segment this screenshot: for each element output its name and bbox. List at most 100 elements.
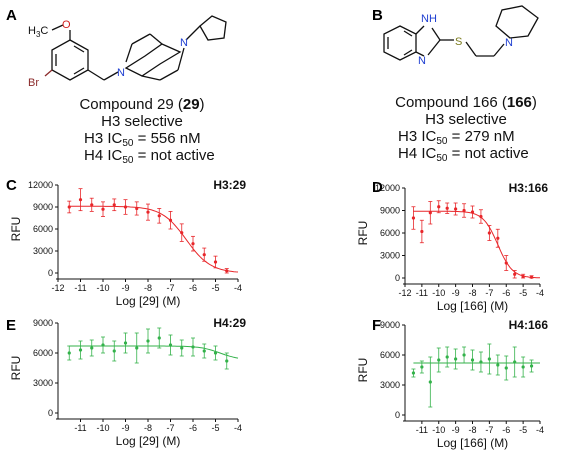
x-tick-label: -5 — [519, 425, 527, 435]
data-point — [168, 210, 173, 230]
data-point — [504, 355, 509, 381]
compound-name-a: Compound 29 (29) — [79, 96, 204, 113]
panel-label-f: F — [372, 317, 381, 334]
y-tick-label: 12000 — [28, 180, 53, 190]
data-point — [123, 332, 128, 354]
data-point — [428, 201, 433, 225]
data-point — [202, 343, 207, 359]
atom-n-piperidine: N — [505, 37, 513, 49]
data-point — [512, 346, 517, 378]
data-point — [436, 200, 441, 214]
y-tick-label: 3000 — [33, 378, 53, 388]
x-tick-label: -4 — [234, 423, 242, 433]
structure-compound-166 — [383, 5, 539, 61]
data-point — [495, 228, 500, 248]
panel-label-a: A — [6, 7, 17, 24]
data-point — [445, 346, 450, 368]
panel-label-c: C — [6, 177, 17, 194]
x-tick-label: -6 — [502, 425, 510, 435]
data-point — [202, 247, 207, 262]
y-tick-label: 9000 — [33, 318, 53, 328]
compound-name-b: Compound 166 (166) — [395, 94, 537, 111]
chart-h4-29: 0 3000 6000 9000 -11 -10 -9 -8 -7 -6 -5 -4 Log [29] … — [9, 316, 246, 448]
x-tick-label: -11 — [416, 425, 428, 435]
x-tick-label: -12 — [398, 288, 411, 298]
panel-a: A O H3C B — [6, 7, 227, 166]
x-axis-label: Log [166] (M) — [437, 436, 508, 450]
x-tick-label: -8 — [144, 423, 152, 433]
x-tick-label: -9 — [121, 283, 129, 293]
y-tick-label: 6000 — [380, 228, 400, 238]
x-tick-label: -11 — [74, 423, 86, 433]
data-point — [495, 354, 500, 376]
data-point — [436, 347, 441, 373]
data-point — [445, 202, 450, 214]
x-tick-label: -6 — [189, 283, 197, 293]
x-tick-label: -9 — [452, 288, 460, 298]
x-tick-label: -7 — [485, 288, 493, 298]
data-point — [462, 203, 467, 218]
data-point — [101, 201, 105, 217]
data-point — [521, 356, 526, 378]
selectivity-b: H3 selective — [425, 111, 507, 128]
panel-label-d: D — [372, 179, 383, 196]
fit-curve — [69, 345, 239, 359]
atom-nh: NH — [421, 13, 437, 25]
chart-title: H4:29 — [213, 316, 246, 330]
y-tick-label: 9000 — [380, 206, 400, 216]
x-tick-label: -4 — [536, 425, 544, 435]
data-point — [134, 201, 139, 216]
panel-label-b: B — [372, 7, 383, 24]
y-tick-label: 12000 — [375, 183, 400, 193]
y-axis-label: RFU — [9, 217, 23, 242]
y-tick-label: 0 — [395, 273, 400, 283]
x-tick-label: -10 — [432, 288, 445, 298]
y-axis-label: RFU — [356, 221, 370, 246]
fit-curve — [69, 205, 239, 273]
x-tick-label: -5 — [211, 423, 219, 433]
y-tick-label: 0 — [48, 408, 53, 418]
x-tick-label: -10 — [432, 425, 445, 435]
x-tick-label: -9 — [452, 425, 460, 435]
panel-label-e: E — [6, 317, 16, 334]
h3-ic50-b: H3 IC50 = 279 nM — [398, 128, 515, 147]
x-tick-label: -7 — [166, 423, 174, 433]
chart-h4-166: 0 3000 6000 9000 -11 -10 -9 -8 -7 -6 -5 -4 Log [166]… — [356, 318, 548, 450]
data-point — [134, 332, 139, 364]
x-axis-label: Log [29] (M) — [116, 294, 181, 308]
data-point — [453, 348, 458, 370]
data-point — [89, 339, 94, 357]
y-tick-label: 9000 — [33, 202, 53, 212]
data-point — [168, 334, 173, 356]
x-tick-label: -4 — [234, 283, 242, 293]
atom-n2: N — [180, 37, 188, 49]
x-tick-label: -5 — [519, 288, 527, 298]
x-tick-label: -6 — [189, 423, 197, 433]
data-point — [78, 340, 83, 360]
atom-o: O — [62, 19, 71, 31]
data-point — [462, 346, 467, 364]
data-point — [146, 328, 150, 354]
chart-title: H4:166 — [509, 318, 549, 332]
y-tick-label: 3000 — [33, 246, 53, 256]
data-point — [487, 343, 492, 375]
fit-curve — [413, 210, 541, 279]
data-point — [478, 209, 483, 224]
y-axis-label: RFU — [9, 356, 23, 381]
data-point — [478, 351, 483, 373]
data-point — [529, 275, 534, 279]
data-point — [419, 360, 424, 374]
y-tick-label: 3000 — [380, 380, 400, 390]
x-tick-label: -7 — [485, 425, 493, 435]
atom-methyl: H3C — [28, 25, 48, 39]
x-tick-label: -7 — [166, 283, 174, 293]
y-tick-label: 6000 — [33, 224, 53, 234]
chart-h3-166: 0 3000 6000 9000 12000 -12 -11 -10 -9 -8 -7 -6 -5 -4 L… — [356, 181, 548, 313]
x-axis-label: Log [29] (M) — [116, 434, 181, 448]
data-point — [112, 198, 117, 212]
data-point — [179, 339, 184, 357]
atom-s: S — [455, 36, 462, 48]
atom-n: N — [418, 55, 426, 67]
y-tick-label: 6000 — [380, 350, 400, 360]
x-tick-label: -11 — [74, 283, 86, 293]
